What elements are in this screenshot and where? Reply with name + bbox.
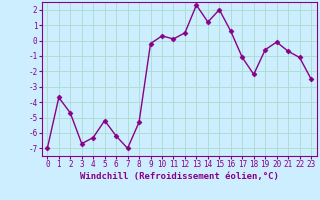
- X-axis label: Windchill (Refroidissement éolien,°C): Windchill (Refroidissement éolien,°C): [80, 172, 279, 181]
